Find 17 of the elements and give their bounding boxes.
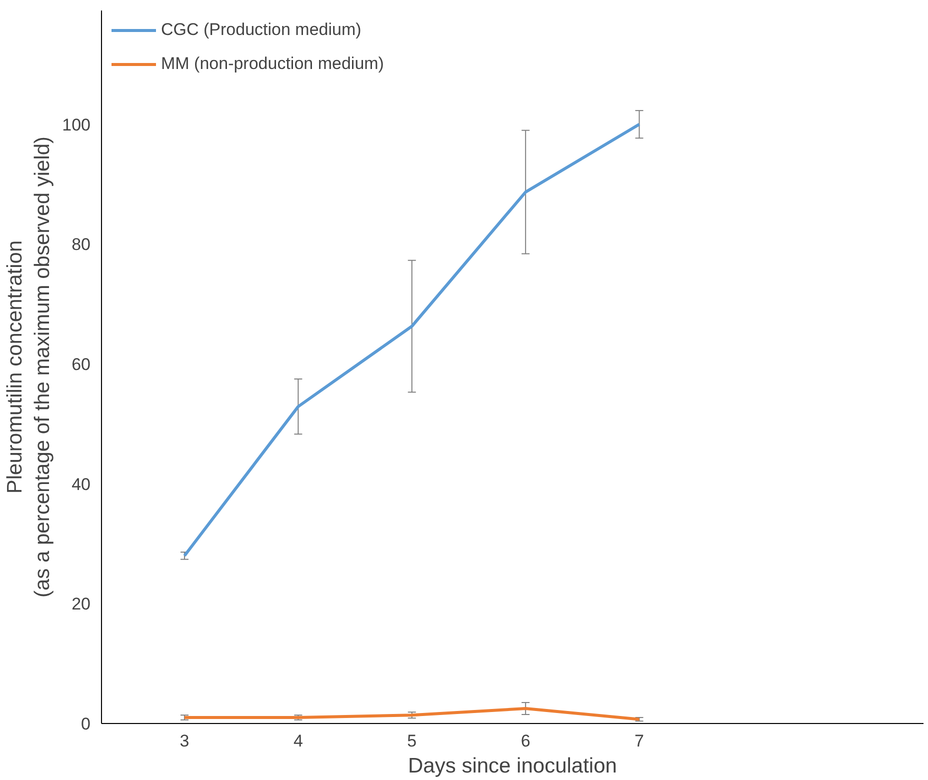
legend-label: CGC (Production medium) [161, 20, 362, 40]
x-tick-label: 3 [180, 732, 190, 750]
x-tick-label: 6 [520, 732, 530, 750]
x-tick-label: 4 [293, 732, 303, 750]
y-tick-label: 0 [81, 714, 91, 734]
x-axis-title: Days since inoculation [408, 754, 617, 778]
x-tick-label: 5 [407, 732, 417, 750]
y-tick-label: 40 [72, 474, 91, 494]
x-tick-label: 7 [634, 732, 644, 750]
line-series [182, 122, 641, 558]
y-tick-label: 100 [62, 115, 91, 134]
y-tick-label: 60 [72, 355, 91, 374]
line-series [182, 707, 641, 721]
y-tick-label: 80 [72, 235, 91, 254]
y-axis-title: Pleuromutilin concentration (as a percentage of the maximum observed yield) [4, 136, 54, 598]
y-tick-label: 20 [72, 594, 91, 614]
legend-label: MM (non-production medium) [161, 54, 384, 74]
